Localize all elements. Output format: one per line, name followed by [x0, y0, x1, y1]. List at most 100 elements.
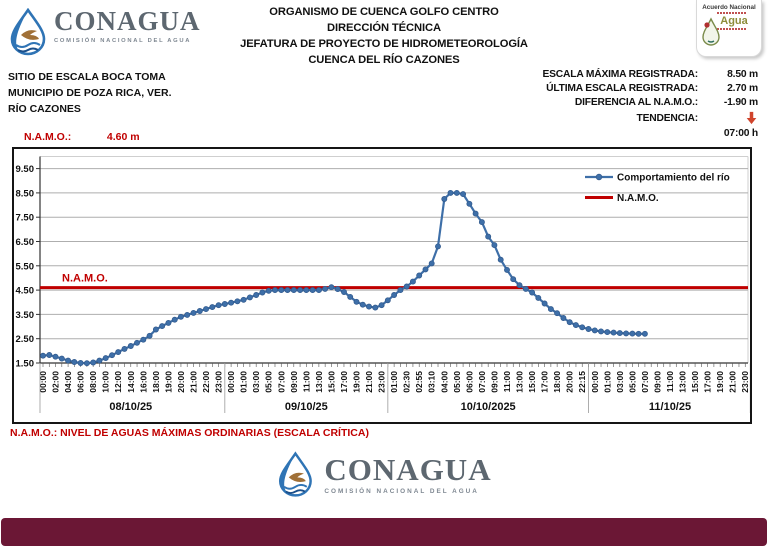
svg-text:09/10/25: 09/10/25	[285, 401, 328, 413]
svg-text:2.50: 2.50	[16, 334, 35, 345]
namo-value: 4.60 m	[106, 131, 140, 143]
svg-text:02:00: 02:00	[51, 371, 61, 393]
svg-text:07:00: 07:00	[276, 371, 286, 393]
svg-text:17:00: 17:00	[540, 371, 550, 393]
stat-label-diff: DIFERENCIA AL N.A.M.O.:	[574, 97, 698, 108]
svg-text:15:00: 15:00	[690, 371, 700, 393]
site-line-3: RÍO CAZONES	[8, 103, 81, 115]
svg-text:03:00: 03:00	[251, 371, 261, 393]
report-time: 07:00 h	[723, 128, 758, 139]
svg-text:04:00: 04:00	[439, 371, 449, 393]
chart-legend: Comportamiento del río N.A.M.O.	[585, 173, 730, 204]
svg-text:09:00: 09:00	[489, 371, 499, 393]
footer-tagline: COMISIÓN NACIONAL DEL AGUA	[324, 488, 479, 495]
title-line-4: CUENCA DEL RÍO CAZONES	[308, 54, 460, 66]
svg-text:20:00: 20:00	[565, 371, 575, 393]
badge-microtext-bottom	[717, 28, 747, 31]
svg-text:09:00: 09:00	[289, 371, 299, 393]
svg-text:02:30: 02:30	[402, 371, 412, 393]
svg-text:17:00: 17:00	[703, 371, 713, 393]
svg-text:22:00: 22:00	[201, 371, 211, 393]
svg-text:23:00: 23:00	[377, 371, 387, 393]
svg-text:00:00: 00:00	[590, 371, 600, 393]
title-line-1: ORGANISMO DE CUENCA GOLFO CENTRO	[269, 6, 499, 18]
svg-text:1.50: 1.50	[16, 359, 35, 370]
svg-text:14:00: 14:00	[126, 371, 136, 393]
svg-text:11/10/25: 11/10/25	[649, 401, 691, 413]
stat-label-trend: TENDENCIA:	[636, 112, 699, 124]
trend-down-arrow-icon	[746, 111, 757, 125]
svg-text:03:00: 03:00	[615, 371, 625, 393]
stat-value-last: 2.70 m	[727, 83, 758, 94]
trend-cell	[745, 111, 758, 125]
svg-text:06:00: 06:00	[464, 371, 474, 393]
svg-text:02:55: 02:55	[414, 371, 424, 393]
svg-text:N.A.M.O.: N.A.M.O.	[617, 193, 659, 204]
conagua-header-logo: CONAGUA COMISIÓN NACIONAL DEL AGUA	[8, 8, 201, 56]
acuerdo-nacional-badge: Acuerdo Nacional Agua	[696, 0, 762, 57]
svg-text:05:00: 05:00	[627, 371, 637, 393]
conagua-drop-icon-footer	[278, 451, 312, 497]
svg-text:01:00: 01:00	[602, 371, 612, 393]
conagua-drop-icon	[10, 8, 46, 56]
svg-text:11:00: 11:00	[665, 371, 675, 393]
svg-text:07:00: 07:00	[640, 371, 650, 393]
svg-text:08:00: 08:00	[88, 371, 98, 393]
title-line-3: JEFATURA DE PROYECTO DE HIDROMETEOROLOGÍ…	[240, 38, 528, 50]
svg-text:15:00: 15:00	[527, 371, 537, 393]
x-axis: 00:00 02:00 04:00 06:00 08:00 10:00 12:00 14:00…	[38, 363, 751, 413]
river-series	[40, 189, 648, 367]
bottom-accent-bar	[1, 518, 767, 546]
badge-agua-label: Agua	[720, 15, 748, 27]
svg-text:13:00: 13:00	[515, 371, 525, 393]
svg-text:00:00: 00:00	[38, 371, 48, 393]
namo-line: N.A.M.O.	[40, 273, 748, 290]
svg-text:04:00: 04:00	[63, 371, 73, 393]
report-title-block: ORGANISMO DE CUENCA GOLFO CENTRO DIRECCI…	[0, 4, 768, 68]
svg-text:17:00: 17:00	[339, 371, 349, 393]
svg-text:23:00: 23:00	[740, 371, 750, 393]
conagua-wordmark: CONAGUA	[54, 6, 201, 36]
stat-label-last: ÚLTIMA ESCALA REGISTRADA:	[546, 83, 698, 94]
svg-text:09:00: 09:00	[652, 371, 662, 393]
svg-text:9.50: 9.50	[16, 164, 35, 175]
svg-text:7.50: 7.50	[16, 213, 35, 224]
svg-text:21:00: 21:00	[188, 371, 198, 393]
svg-text:8.50: 8.50	[16, 188, 35, 199]
svg-text:01:00: 01:00	[239, 371, 249, 393]
svg-text:07:00: 07:00	[477, 371, 487, 393]
svg-text:3.50: 3.50	[16, 310, 35, 321]
svg-text:13:00: 13:00	[678, 371, 688, 393]
svg-text:08/10/25: 08/10/25	[109, 401, 152, 413]
badge-drop-icon	[702, 17, 720, 46]
svg-text:10:00: 10:00	[101, 371, 111, 393]
namo-label: N.A.M.O.:	[24, 131, 72, 143]
site-line-1: SITIO DE ESCALA BOCA TOMA	[8, 71, 166, 83]
svg-text:10/10/2025: 10/10/2025	[461, 401, 516, 413]
svg-text:5.50: 5.50	[16, 261, 35, 272]
namo-footnote: N.A.M.O.: NIVEL DE AGUAS MÁXIMAS ORDINAR…	[10, 427, 369, 439]
svg-text:21:00: 21:00	[728, 371, 738, 393]
svg-text:15:00: 15:00	[326, 371, 336, 393]
svg-text:13:00: 13:00	[314, 371, 324, 393]
svg-text:06:00: 06:00	[76, 371, 86, 393]
badge-microtext-top	[717, 12, 747, 14]
title-line-2: DIRECCIÓN TÉCNICA	[327, 22, 441, 34]
stats-panel: ESCALA MÁXIMA REGISTRADA: 8.50 m ÚLTIMA …	[542, 69, 758, 139]
svg-text:22:15: 22:15	[577, 371, 587, 393]
svg-text:18:00: 18:00	[151, 371, 161, 393]
svg-text:12:00: 12:00	[113, 371, 123, 393]
svg-text:01:00: 01:00	[389, 371, 399, 393]
svg-text:Comportamiento del río: Comportamiento del río	[617, 173, 730, 184]
stat-label-max: ESCALA MÁXIMA REGISTRADA:	[542, 69, 698, 80]
conagua-tagline: COMISIÓN NACIONAL DEL AGUA	[54, 38, 192, 44]
river-level-chart: 1.50 2.50 3.50 4.50 5.50 6.50 7.50 8.50 9.50 00:0…	[16, 155, 751, 413]
stat-value-max: 8.50 m	[727, 69, 758, 80]
site-line-2: MUNICIPIO DE POZA RICA, VER.	[8, 87, 172, 99]
svg-text:00:00: 00:00	[226, 371, 236, 393]
namo-row: N.A.M.O.: 4.60 m	[24, 131, 140, 143]
svg-text:23:00: 23:00	[214, 371, 224, 393]
site-info: SITIO DE ESCALA BOCA TOMA MUNICIPIO DE P…	[8, 69, 172, 117]
svg-text:19:00: 19:00	[163, 371, 173, 393]
